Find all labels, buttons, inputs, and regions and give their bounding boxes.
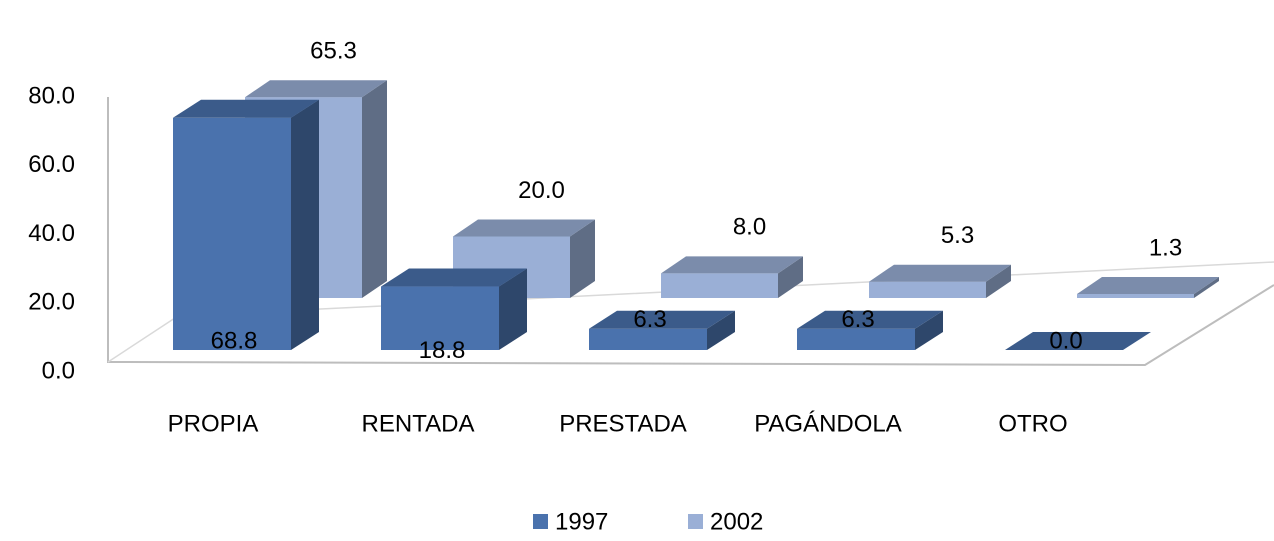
bar-side — [986, 264, 1011, 298]
bar — [589, 310, 735, 350]
x-tick-label: PROPIA — [168, 410, 259, 437]
bar-side — [362, 80, 387, 298]
x-tick-label: OTRO — [998, 410, 1067, 437]
value-label: 5.3 — [941, 222, 974, 249]
bar-side — [570, 219, 595, 298]
bar-top — [661, 256, 803, 274]
y-tick-label: 0.0 — [42, 357, 75, 384]
bar — [1005, 332, 1151, 350]
x-tick-label: PAGÁNDOLA — [754, 410, 902, 437]
y-tick-label: 80.0 — [28, 82, 75, 109]
bar-front — [869, 281, 986, 298]
y-tick-label: 40.0 — [28, 220, 75, 247]
bar-side — [499, 268, 527, 350]
bar-front — [1077, 294, 1194, 298]
bar-top — [381, 268, 527, 287]
bar-front — [173, 117, 291, 350]
y-tick-label: 20.0 — [28, 289, 75, 316]
bar — [173, 99, 319, 350]
bar-top — [589, 310, 735, 329]
legend-swatch — [688, 514, 703, 529]
bar-top — [1077, 277, 1219, 295]
value-label: 6.3 — [633, 306, 666, 333]
legend-label: 2002 — [710, 508, 763, 535]
bar-side — [291, 99, 319, 350]
value-label: 65.3 — [310, 38, 357, 65]
bar — [1077, 277, 1219, 298]
x-tick-label: PRESTADA — [559, 410, 687, 437]
value-label: 1.3 — [1149, 234, 1182, 261]
bar — [869, 264, 1011, 298]
axis-wall-floor — [107, 97, 1274, 367]
bar-front — [589, 328, 707, 350]
bar-front — [797, 328, 915, 350]
bar — [381, 268, 527, 350]
y-tick-label: 60.0 — [28, 151, 75, 178]
bar-front — [381, 286, 499, 350]
bar-side — [707, 310, 735, 350]
legend-swatch — [533, 514, 548, 529]
value-label: 8.0 — [733, 214, 766, 241]
bar-top — [173, 99, 319, 118]
bar-front — [661, 273, 778, 298]
bar-side — [778, 256, 803, 298]
legend-label: 1997 — [555, 508, 608, 535]
value-label: 6.3 — [841, 306, 874, 333]
value-label: 20.0 — [518, 177, 565, 204]
value-label: 68.8 — [211, 327, 258, 354]
bar — [661, 256, 803, 298]
bar-side — [915, 310, 943, 350]
bar-side — [1194, 277, 1219, 298]
bar-top — [869, 264, 1011, 282]
x-tick-label: RENTADA — [362, 410, 475, 437]
bar-top — [245, 80, 387, 98]
value-label: 0.0 — [1049, 327, 1082, 354]
bar-top — [1005, 332, 1151, 350]
bar-top — [797, 310, 943, 329]
bar-top — [453, 219, 595, 237]
value-label: 18.8 — [419, 337, 466, 364]
bar — [797, 310, 943, 350]
